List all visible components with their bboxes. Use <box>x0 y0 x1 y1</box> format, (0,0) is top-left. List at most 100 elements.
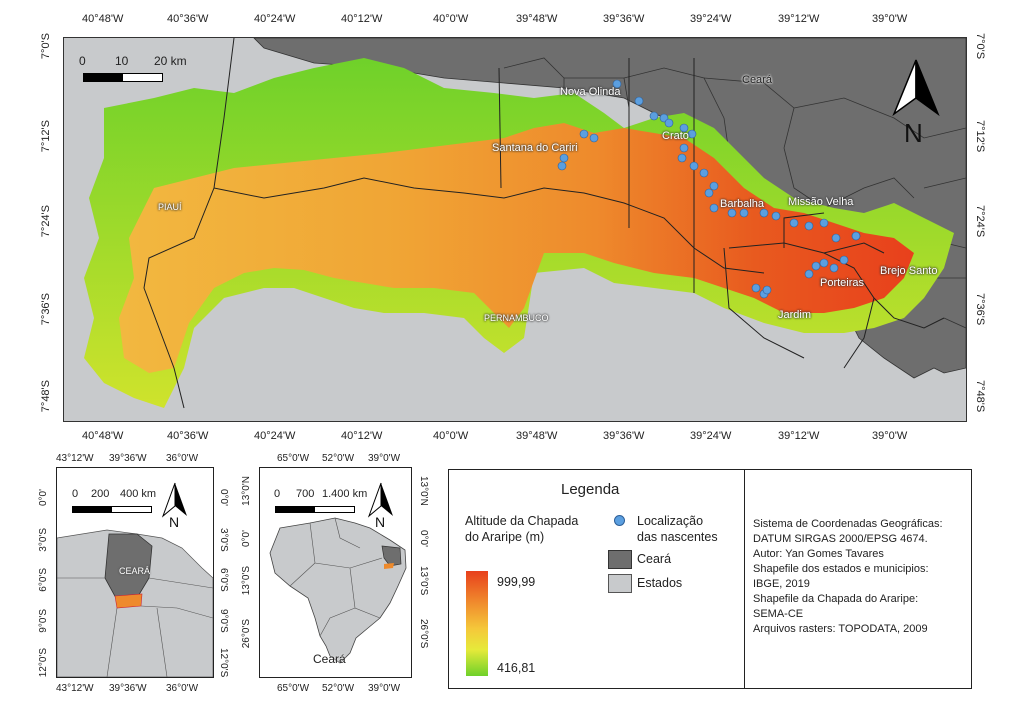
main-scale-bar <box>83 73 163 82</box>
bottom-tick: 40°48'W <box>82 430 124 442</box>
info-lines: Sistema de Coordenadas Geográficas: DATU… <box>753 517 943 637</box>
inset-br-left-tick: 26°0'S <box>241 619 252 649</box>
info-line: Shapefile dos estados e municipios: <box>753 563 929 575</box>
top-tick: 40°0'W <box>433 13 469 25</box>
bottom-tick: 39°36'W <box>603 430 645 442</box>
legend-title: Legenda <box>561 481 620 498</box>
inset-br-ceara-label: Ceará <box>313 652 346 666</box>
spring-symbol-icon <box>614 515 625 526</box>
label-santana: Santana do Cariri <box>492 142 578 154</box>
inset-ne-bottom-tick: 36°0'W <box>166 683 199 694</box>
legend-springs: Localização das nascentes <box>637 514 718 544</box>
inset-ne-right-tick: 9°0'S <box>218 609 229 633</box>
label-porteiras: Porteiras <box>820 277 865 289</box>
inset-br-right-tick: 26°0'S <box>418 619 429 649</box>
inset-br-scale-0: 0 <box>274 488 281 500</box>
top-tick: 40°48'W <box>82 13 124 25</box>
top-tick: 40°36'W <box>167 13 209 25</box>
inset-br-top-tick: 39°0'W <box>368 453 401 464</box>
inset-ne-left-tick: 12°0'S <box>38 648 49 678</box>
inset-ne-scale-200: 200 <box>91 488 110 500</box>
estados-symbol <box>608 574 632 593</box>
bottom-tick: 39°12'W <box>778 430 820 442</box>
left-tick: 7°12'S <box>40 120 52 153</box>
inset-ne-right-tick: 6°0'S <box>218 568 229 592</box>
inset-ne-right-tick: 12°0'S <box>218 648 229 678</box>
info-line: IBGE, 2019 <box>753 578 810 590</box>
info-line: DATUM SIRGAS 2000/EPSG 4674. <box>753 533 928 545</box>
inset-ne-north-label: N <box>169 514 180 530</box>
north-label: N <box>904 118 923 148</box>
right-tick: 7°12'S <box>974 120 986 153</box>
inset-ne-right-tick: 0°0' <box>218 489 229 507</box>
inset-br-left-tick: 13°0'S <box>241 566 252 596</box>
inset-br-right-tick: 13°0'S <box>418 566 429 596</box>
altitude-color-ramp <box>466 571 488 676</box>
label-nova-olinda: Nova Olinda <box>560 86 621 98</box>
legend-min: 416,81 <box>497 661 536 675</box>
inset-br-scale-700: 700 <box>296 488 315 500</box>
inset-br-right-tick: 0°0' <box>418 530 429 548</box>
state-borders <box>143 38 945 409</box>
bottom-tick: 40°12'W <box>341 430 383 442</box>
top-tick: 39°48'W <box>516 13 558 25</box>
info-panel <box>744 469 972 689</box>
left-tick: 7°0'S <box>40 33 52 60</box>
inset-br-top-tick: 65°0'W <box>277 453 310 464</box>
top-tick: 39°24'W <box>690 13 732 25</box>
inset-ne-top-tick: 36°0'W <box>166 453 199 464</box>
inset-ne-top-tick: 43°12'W <box>56 453 94 464</box>
left-tick: 7°24'S <box>40 205 52 238</box>
right-tick: 7°48'S <box>974 380 986 413</box>
label-crato: Crato <box>662 130 689 142</box>
top-tick: 40°24'W <box>254 13 296 25</box>
bottom-tick: 39°0'W <box>872 430 908 442</box>
inset-ne-scale-bar <box>72 506 152 513</box>
inset-br-bottom-tick: 39°0'W <box>368 683 401 694</box>
left-tick: 7°36'S <box>40 293 52 326</box>
info-line: Sistema de Coordenadas Geográficas: <box>753 518 943 530</box>
inset-ne-top-tick: 39°36'W <box>109 453 147 464</box>
label-piaui: PIAUÍ <box>158 202 182 212</box>
inset-br-left-tick: 13°0'N <box>241 476 252 506</box>
inset-ne-north-arrow-icon <box>161 482 187 518</box>
label-pernambuco: PERNAMBUCO <box>484 313 549 323</box>
main-scale-10: 10 <box>115 54 129 68</box>
right-tick: 7°0'S <box>974 33 986 60</box>
inset-ne-right-tick: 3°0'S <box>218 528 229 552</box>
inset-ne-bottom-tick: 39°36'W <box>109 683 147 694</box>
inset-northeast-map <box>57 468 213 677</box>
inset-ne-left-tick: 0°0' <box>38 489 49 507</box>
inset-ne-left-tick: 9°0'S <box>38 609 49 633</box>
left-tick: 7°48'S <box>40 380 52 413</box>
top-tick: 39°0'W <box>872 13 908 25</box>
inset-br-north-label: N <box>375 514 386 530</box>
legend-max: 999,99 <box>497 575 536 589</box>
top-tick: 39°12'W <box>778 13 820 25</box>
bottom-tick: 40°36'W <box>167 430 209 442</box>
top-tick: 40°12'W <box>341 13 383 25</box>
info-line: Autor: Yan Gomes Tavares <box>753 548 884 560</box>
right-tick: 7°36'S <box>974 293 986 326</box>
inset-br-scale-bar <box>275 506 355 513</box>
inset-ne-left-tick: 3°0'S <box>38 528 49 552</box>
inset-br-scale-1400: 1.400 km <box>322 488 368 500</box>
inset-ne-scale-400: 400 km <box>120 488 157 500</box>
main-scale-20: 20 km <box>154 54 187 68</box>
label-ceara: Ceará <box>742 74 772 86</box>
top-tick: 39°36'W <box>603 13 645 25</box>
main-map-frame <box>63 37 967 422</box>
legend-altitude-title: Altitude da Chapada do Araripe (m) <box>465 514 579 544</box>
label-missao-velha: Missão Velha <box>788 196 854 208</box>
bottom-tick: 39°48'W <box>516 430 558 442</box>
bottom-tick: 40°0'W <box>433 430 469 442</box>
label-brejo-santo: Brejo Santo <box>880 265 938 277</box>
inset-br-left-tick: 0°0' <box>241 530 252 548</box>
legend-estados: Estados <box>637 576 683 590</box>
inset-ne-ceara-label: CEARÁ <box>119 566 151 576</box>
main-scale-0: 0 <box>79 54 86 68</box>
inset-br-north-arrow-icon <box>367 482 393 518</box>
inset-br-top-tick: 52°0'W <box>322 453 355 464</box>
legend-panel <box>448 469 745 689</box>
inset-ne-scale-0: 0 <box>72 488 79 500</box>
